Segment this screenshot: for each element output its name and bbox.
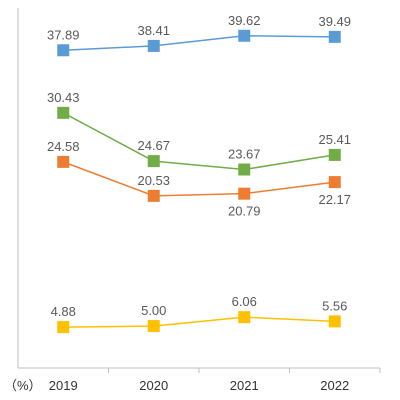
data-label: 24.67 — [137, 138, 170, 153]
data-label: 38.41 — [137, 23, 170, 38]
x-tick-label: 2021 — [230, 378, 259, 393]
series-2: 30.43 24.67 23.67 25.41 — [47, 90, 351, 176]
x-axis-ticks — [108, 368, 381, 373]
data-point-marker — [57, 106, 70, 119]
data-label: 4.88 — [51, 304, 76, 319]
data-point-marker — [147, 189, 160, 202]
data-point-marker — [238, 163, 251, 176]
data-point-marker — [147, 320, 160, 333]
data-point-marker — [328, 30, 341, 43]
data-point-marker — [328, 176, 341, 189]
data-label: 25.41 — [318, 132, 351, 147]
series-line — [62, 112, 335, 171]
data-point-marker — [147, 155, 160, 168]
x-tick-label: 2022 — [320, 378, 349, 393]
data-label: 30.43 — [47, 90, 80, 105]
series-line — [62, 161, 335, 197]
data-label: 39.62 — [228, 13, 261, 28]
data-label: 37.89 — [47, 27, 80, 42]
data-point-marker — [328, 148, 341, 161]
x-axis-tick-labels: 2019 2020 2021 2022 — [49, 378, 349, 393]
series-3: 24.58 20.53 20.79 22.17 — [47, 139, 351, 219]
series-4: 4.88 5.00 6.06 5.56 — [51, 294, 347, 334]
x-tick-label: 2019 — [49, 378, 78, 393]
data-point-marker — [147, 39, 160, 52]
data-label: 20.53 — [137, 173, 170, 188]
data-point-marker — [238, 311, 251, 324]
data-label: 5.00 — [141, 303, 166, 318]
series-layer: 37.89 38.41 39.62 39.49 30.43 24.67 23.67 25.41… — [47, 13, 351, 334]
data-point-marker — [57, 44, 70, 57]
series-1: 37.89 38.41 39.62 39.49 — [47, 13, 351, 57]
data-point-marker — [238, 187, 251, 200]
data-label: 6.06 — [232, 294, 257, 309]
data-label: 23.67 — [228, 147, 261, 162]
data-point-marker — [328, 315, 341, 328]
data-label: 39.49 — [318, 14, 351, 29]
series-line — [63, 35, 335, 52]
data-label: 5.56 — [322, 298, 347, 313]
data-label: 24.58 — [47, 139, 80, 154]
y-axis-unit-label: （%） — [4, 378, 42, 393]
data-label: 20.79 — [228, 204, 261, 219]
data-point-marker — [57, 155, 70, 168]
data-point-marker — [238, 29, 251, 42]
data-label: 22.17 — [318, 192, 351, 207]
series-line — [63, 316, 335, 328]
data-point-marker — [57, 321, 70, 334]
x-tick-label: 2020 — [139, 378, 168, 393]
